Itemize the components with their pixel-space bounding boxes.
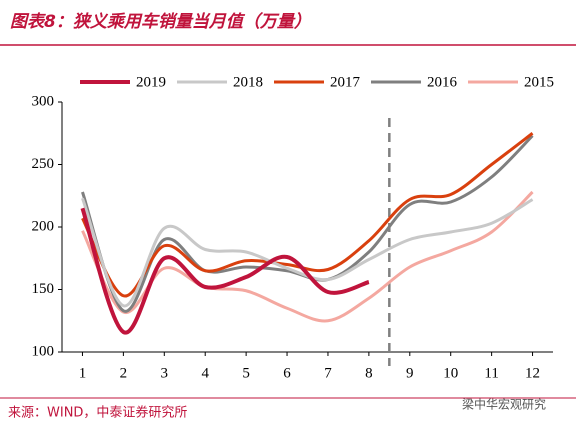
x-tick-label: 1: [79, 365, 87, 381]
y-tick-label: 150: [32, 281, 55, 297]
x-tick-label: 12: [525, 365, 540, 381]
x-tick-label: 2: [120, 365, 128, 381]
y-tick-label: 100: [32, 343, 55, 359]
series-line: [81, 197, 534, 308]
y-tick-label: 250: [32, 156, 55, 172]
x-tick-label: 10: [443, 365, 458, 381]
series-line: [80, 207, 370, 335]
y-tick-label: 300: [32, 93, 55, 109]
x-tick-label: 11: [484, 365, 498, 381]
y-tick-label: 200: [32, 218, 55, 234]
x-tick-label: 9: [406, 365, 414, 381]
legend-label: 2015: [524, 74, 554, 90]
legend-label: 2019: [136, 74, 166, 90]
series-line: [81, 134, 534, 313]
x-tick-label: 6: [283, 365, 291, 381]
legend-label: 2018: [233, 74, 263, 90]
x-tick-label: 4: [201, 365, 209, 381]
legend-label: 2016: [427, 74, 458, 90]
x-tick-label: 7: [324, 365, 332, 381]
x-tick-label: 3: [161, 365, 169, 381]
x-tick-label: 8: [365, 365, 373, 381]
source: 来源：WIND，中泰证券研究所: [8, 405, 187, 421]
legend-label: 2017: [330, 74, 361, 90]
x-tick-label: 5: [242, 365, 250, 381]
watermark: 梁中华宏观研究: [462, 397, 546, 412]
chart-title: 图表8：狭义乘用车销量当月值（万量）: [10, 12, 311, 32]
